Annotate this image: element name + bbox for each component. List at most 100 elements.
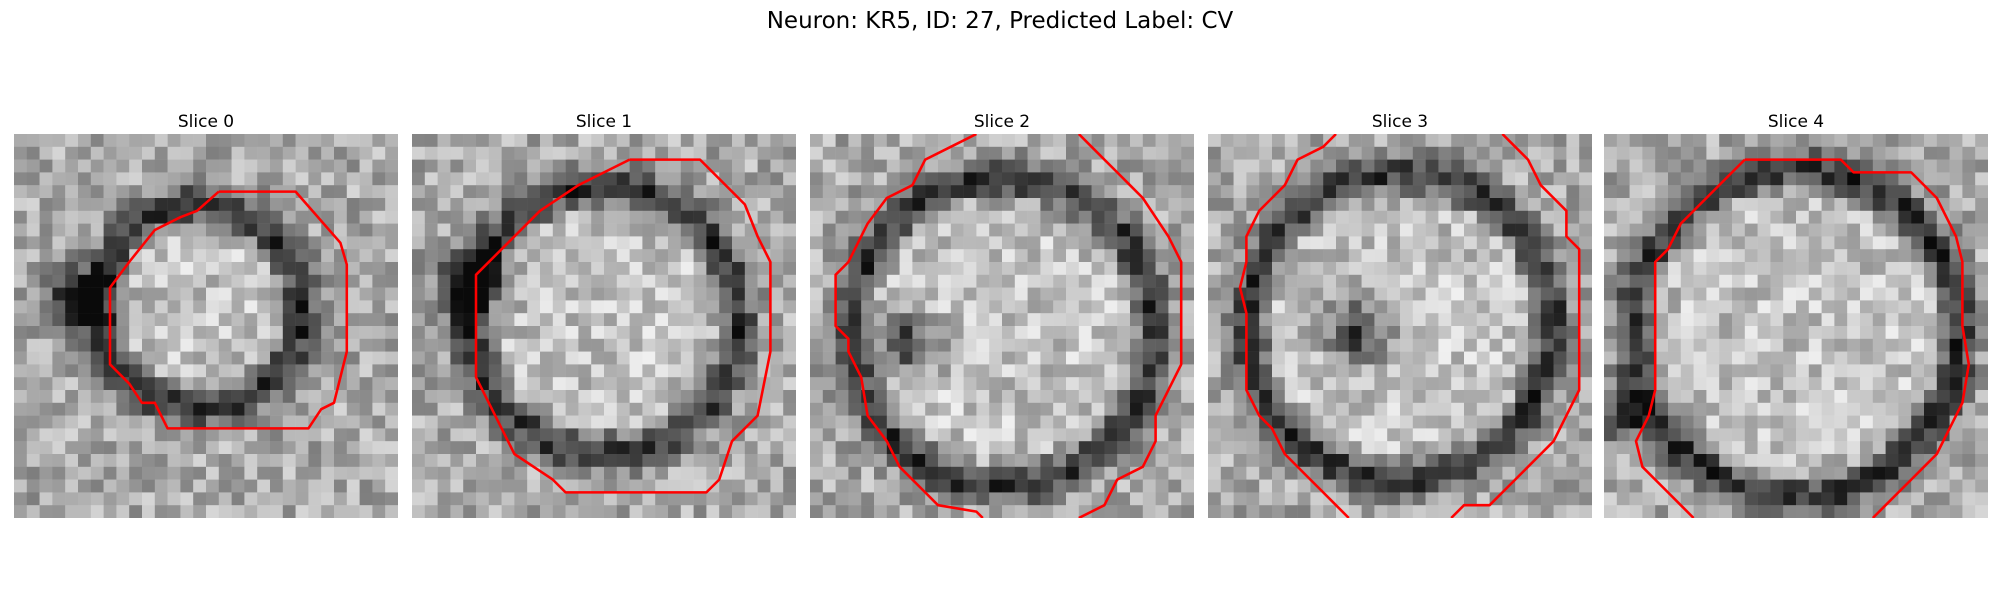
pixel	[346, 415, 360, 429]
pixel	[1604, 377, 1618, 391]
pixel	[129, 262, 143, 276]
pixel	[1259, 338, 1273, 352]
pixel	[1924, 441, 1938, 455]
pixel	[385, 415, 398, 429]
pixel	[1155, 326, 1169, 340]
pixel	[1181, 223, 1194, 237]
pixel	[886, 198, 900, 212]
pixel	[1233, 415, 1247, 429]
pixel	[1002, 454, 1016, 468]
pixel	[1066, 415, 1080, 429]
pixel	[295, 466, 309, 480]
pixel	[693, 313, 707, 327]
pixel	[270, 210, 284, 224]
pixel	[848, 172, 862, 186]
pixel	[1091, 274, 1105, 288]
pixel	[1693, 441, 1707, 455]
pixel	[963, 390, 977, 404]
pixel	[848, 300, 862, 314]
pixel	[1168, 249, 1182, 263]
pixel	[629, 466, 643, 480]
pixel	[334, 454, 348, 468]
pixel	[578, 505, 592, 518]
pixel	[693, 210, 707, 224]
pixel	[719, 479, 733, 493]
pixel	[129, 146, 143, 160]
pixel	[1540, 454, 1554, 468]
pixel	[257, 505, 271, 518]
pixel	[861, 287, 875, 301]
pixel	[1451, 236, 1465, 250]
pixel	[359, 377, 373, 391]
pixel	[476, 351, 490, 365]
pixel	[282, 364, 296, 378]
pixel	[1680, 172, 1694, 186]
pixel	[359, 300, 373, 314]
pixel	[757, 185, 771, 199]
pixel	[1898, 300, 1912, 314]
pixel	[231, 466, 245, 480]
pixel	[1259, 313, 1273, 327]
pixel	[963, 274, 977, 288]
pixel	[1438, 159, 1452, 173]
pixel	[1348, 262, 1362, 276]
pixel	[1078, 415, 1092, 429]
pixel	[1053, 300, 1067, 314]
pixel	[1438, 492, 1452, 506]
pixel	[1040, 454, 1054, 468]
pixel	[1027, 505, 1041, 518]
pixel	[1310, 236, 1324, 250]
pixel	[26, 198, 40, 212]
pixel	[540, 172, 554, 186]
pixel	[1732, 428, 1746, 442]
pixel	[65, 338, 79, 352]
pixel	[463, 262, 477, 276]
pixel	[244, 146, 258, 160]
pixel	[1579, 134, 1592, 148]
pixel	[218, 351, 232, 365]
pixel	[1374, 223, 1388, 237]
pixel	[206, 415, 220, 429]
pixel	[1066, 441, 1080, 455]
pixel	[1323, 300, 1337, 314]
pixel	[1949, 210, 1963, 224]
pixel	[1502, 466, 1516, 480]
pixel	[78, 210, 92, 224]
pixel	[655, 185, 669, 199]
pixel	[1515, 274, 1529, 288]
pixel	[963, 377, 977, 391]
pixel	[1297, 159, 1311, 173]
pixel	[103, 364, 117, 378]
pixel	[1528, 415, 1542, 429]
pixel	[1732, 223, 1746, 237]
pixel	[1924, 326, 1938, 340]
pixel	[810, 377, 824, 391]
pixel	[1821, 236, 1835, 250]
pixel	[642, 134, 656, 148]
pixel	[1885, 262, 1899, 276]
pixel	[810, 492, 824, 506]
pixel	[1272, 390, 1286, 404]
pixel	[372, 300, 386, 314]
pixel	[963, 428, 977, 442]
pixel	[1566, 505, 1580, 518]
pixel	[1975, 402, 1988, 416]
pixel	[346, 505, 360, 518]
pixel	[1323, 223, 1337, 237]
pixel	[1706, 313, 1720, 327]
pixel	[1053, 236, 1067, 250]
pixel	[1770, 428, 1784, 442]
pixel	[90, 351, 104, 365]
pixel	[912, 198, 926, 212]
pixel	[527, 428, 541, 442]
pixel	[52, 274, 66, 288]
pixel	[1040, 428, 1054, 442]
pixel	[886, 146, 900, 160]
pixel	[1642, 428, 1656, 442]
pixel	[1040, 402, 1054, 416]
pixel	[90, 249, 104, 263]
pixel	[180, 390, 194, 404]
pixel	[501, 159, 515, 173]
pixel	[282, 479, 296, 493]
slice-title: Slice 3	[1371, 112, 1429, 132]
